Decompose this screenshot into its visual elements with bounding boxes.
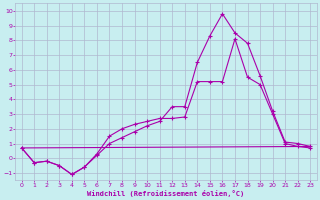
X-axis label: Windchill (Refroidissement éolien,°C): Windchill (Refroidissement éolien,°C): [87, 190, 244, 197]
